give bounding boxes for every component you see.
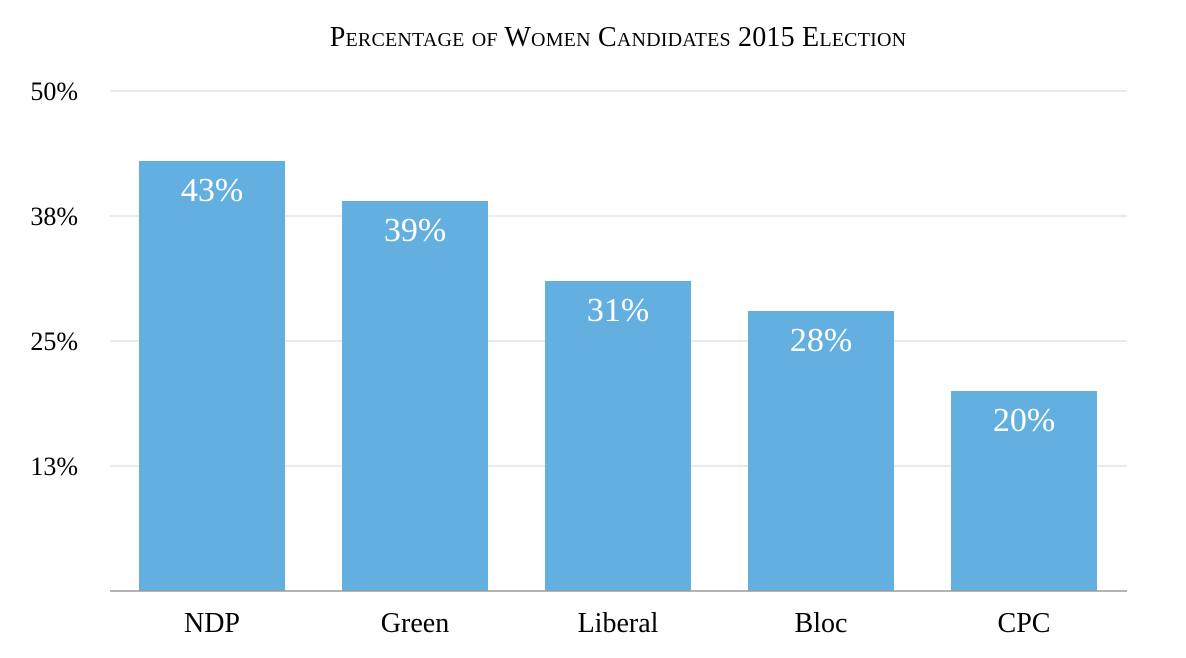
bar [951, 391, 1097, 591]
data-label: 20% [993, 402, 1055, 439]
y-tick-label: 38% [30, 202, 78, 231]
bar [748, 311, 894, 591]
bar [139, 161, 285, 591]
data-label: 31% [587, 292, 649, 329]
data-label: 39% [384, 212, 446, 249]
bar [342, 201, 488, 591]
bar [545, 281, 691, 591]
x-tick-label: Bloc [795, 608, 848, 639]
x-tick-label: CPC [998, 608, 1051, 639]
x-tick-label: Green [381, 608, 449, 639]
y-tick-label: 50% [30, 77, 78, 106]
x-tick-label: Liberal [578, 608, 659, 639]
y-tick-label: 13% [30, 452, 78, 481]
data-label: 28% [790, 322, 852, 359]
data-labels: 43% 39% 31% 28% 20% [181, 172, 1055, 439]
bars [139, 161, 1097, 591]
x-tick-label: NDP [184, 608, 240, 639]
data-label: 43% [181, 172, 243, 209]
y-tick-label: 25% [30, 327, 78, 356]
x-axis-tick-labels: NDP Green Liberal Bloc CPC [184, 608, 1050, 639]
y-axis-tick-labels: 13% 25% 38% 50% [30, 77, 78, 481]
chart-title: Percentage of Women Candidates 2015 Elec… [329, 22, 907, 53]
